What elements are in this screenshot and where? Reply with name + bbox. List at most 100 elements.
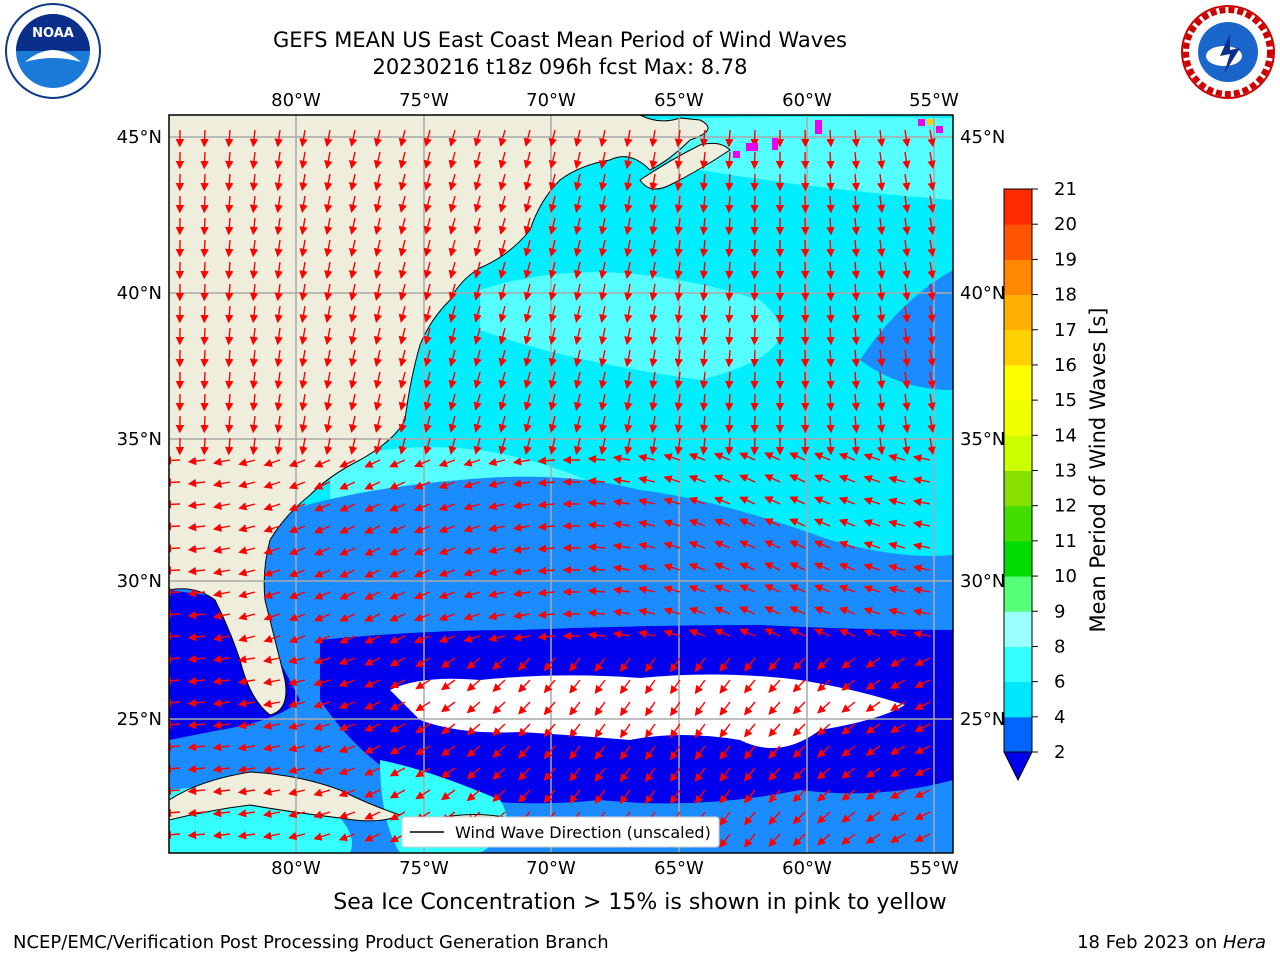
wind-arrow bbox=[645, 767, 656, 783]
wind-arrow bbox=[851, 437, 861, 456]
wind-arrow bbox=[645, 723, 656, 739]
wind-arrow bbox=[440, 679, 456, 691]
wind-arrow bbox=[699, 349, 709, 368]
wind-arrow bbox=[902, 371, 911, 390]
wind-arrow bbox=[523, 305, 532, 323]
wind-arrow bbox=[169, 588, 181, 597]
lon-labels-top: 80°W 75°W 70°W 65°W 60°W 55°W bbox=[271, 90, 959, 111]
wind-arrow bbox=[466, 657, 481, 670]
wind-arrow bbox=[548, 327, 557, 345]
wind-arrow bbox=[713, 540, 731, 549]
wind-arrow bbox=[768, 723, 781, 737]
wind-arrow bbox=[587, 521, 606, 530]
lat-labels-left: 45°N 40°N 35°N 30°N 25°N bbox=[117, 127, 162, 730]
wind-arrow bbox=[902, 129, 911, 148]
wind-arrow bbox=[187, 544, 206, 554]
wind-arrow bbox=[914, 789, 931, 798]
wind-arrow bbox=[339, 525, 356, 534]
wind-arrow bbox=[463, 590, 481, 599]
wind-arrow bbox=[169, 830, 181, 839]
wind-arrow bbox=[364, 569, 381, 578]
wind-arrow bbox=[238, 502, 256, 511]
wind-arrow bbox=[573, 393, 583, 411]
wind-arrow bbox=[694, 745, 706, 761]
wind-arrow bbox=[851, 151, 861, 170]
wind-arrow bbox=[902, 239, 911, 258]
wind-arrow bbox=[792, 723, 806, 737]
wind-arrow bbox=[537, 632, 556, 641]
wind-arrow bbox=[440, 657, 456, 669]
wind-arrow bbox=[364, 745, 381, 754]
wind-arrow bbox=[927, 129, 936, 148]
wind-arrow bbox=[764, 606, 781, 615]
wind-arrow bbox=[927, 173, 936, 192]
wind-arrow bbox=[876, 239, 886, 258]
wind-arrow bbox=[324, 239, 333, 258]
wind-arrow bbox=[492, 657, 506, 670]
wind-arrow bbox=[792, 745, 806, 759]
wind-arrow bbox=[865, 767, 881, 778]
wind-arrow bbox=[373, 261, 383, 279]
wind-arrow bbox=[548, 195, 557, 213]
wind-arrow bbox=[492, 789, 506, 802]
wind-arrow bbox=[299, 349, 308, 368]
wind-arrow bbox=[398, 393, 407, 411]
wind-arrow bbox=[423, 283, 432, 301]
wind-arrow bbox=[912, 564, 931, 573]
wind-arrow bbox=[725, 151, 734, 170]
wind-arrow bbox=[169, 478, 181, 487]
wind-arrow bbox=[314, 525, 331, 534]
wind-arrow bbox=[438, 547, 456, 556]
wind-arrow bbox=[299, 239, 308, 258]
wind-arrow bbox=[649, 217, 658, 236]
wind-arrow bbox=[826, 151, 835, 170]
wind-arrow bbox=[863, 475, 881, 484]
wind-arrow bbox=[415, 679, 431, 690]
wind-arrow bbox=[663, 585, 681, 594]
wind-arrow bbox=[518, 723, 531, 737]
wind-arrow bbox=[398, 173, 407, 191]
wind-arrow bbox=[594, 745, 606, 760]
wind-arrow bbox=[764, 562, 781, 571]
wind-arrow bbox=[638, 519, 656, 528]
wind-arrow bbox=[548, 437, 557, 455]
wind-arrow bbox=[674, 217, 683, 236]
wind-arrow bbox=[768, 745, 781, 759]
wind-arrow bbox=[573, 437, 583, 455]
wind-arrow bbox=[338, 657, 356, 666]
wind-arrow bbox=[488, 480, 506, 489]
wind-arrow bbox=[548, 393, 557, 411]
wind-arrow bbox=[274, 151, 283, 170]
wind-arrow bbox=[448, 261, 457, 279]
wind-arrow bbox=[902, 217, 911, 236]
wind-arrow bbox=[719, 723, 731, 738]
wind-arrow bbox=[814, 606, 831, 615]
wind-arrow bbox=[624, 349, 633, 368]
nws-logo bbox=[1181, 5, 1275, 99]
wind-arrow bbox=[569, 745, 581, 760]
wind-arrow bbox=[694, 701, 706, 717]
wind-arrow bbox=[364, 679, 381, 688]
wind-arrow bbox=[274, 195, 283, 214]
wind-arrow bbox=[324, 283, 333, 302]
wind-arrow bbox=[463, 480, 481, 489]
wind-arrow bbox=[200, 305, 209, 324]
wind-arrow bbox=[463, 458, 481, 467]
colorbar-segment bbox=[1004, 716, 1032, 753]
wind-arrow bbox=[448, 151, 457, 169]
wind-arrow bbox=[187, 808, 206, 818]
wind-arrow bbox=[768, 811, 781, 825]
wind-arrow bbox=[212, 654, 231, 664]
colorbar-tick-label: 20 bbox=[1054, 214, 1077, 235]
wind-arrow bbox=[688, 606, 706, 615]
wind-arrow bbox=[638, 585, 656, 594]
wind-arrow bbox=[768, 679, 781, 693]
wind-arrow bbox=[415, 657, 431, 668]
wind-arrow bbox=[463, 524, 481, 533]
wind-arrow bbox=[841, 789, 856, 801]
wind-arrow bbox=[543, 679, 556, 694]
wind-arrow bbox=[523, 371, 532, 389]
wind-arrow bbox=[792, 767, 806, 781]
wind-arrow bbox=[324, 349, 333, 368]
wind-arrow bbox=[263, 480, 281, 489]
